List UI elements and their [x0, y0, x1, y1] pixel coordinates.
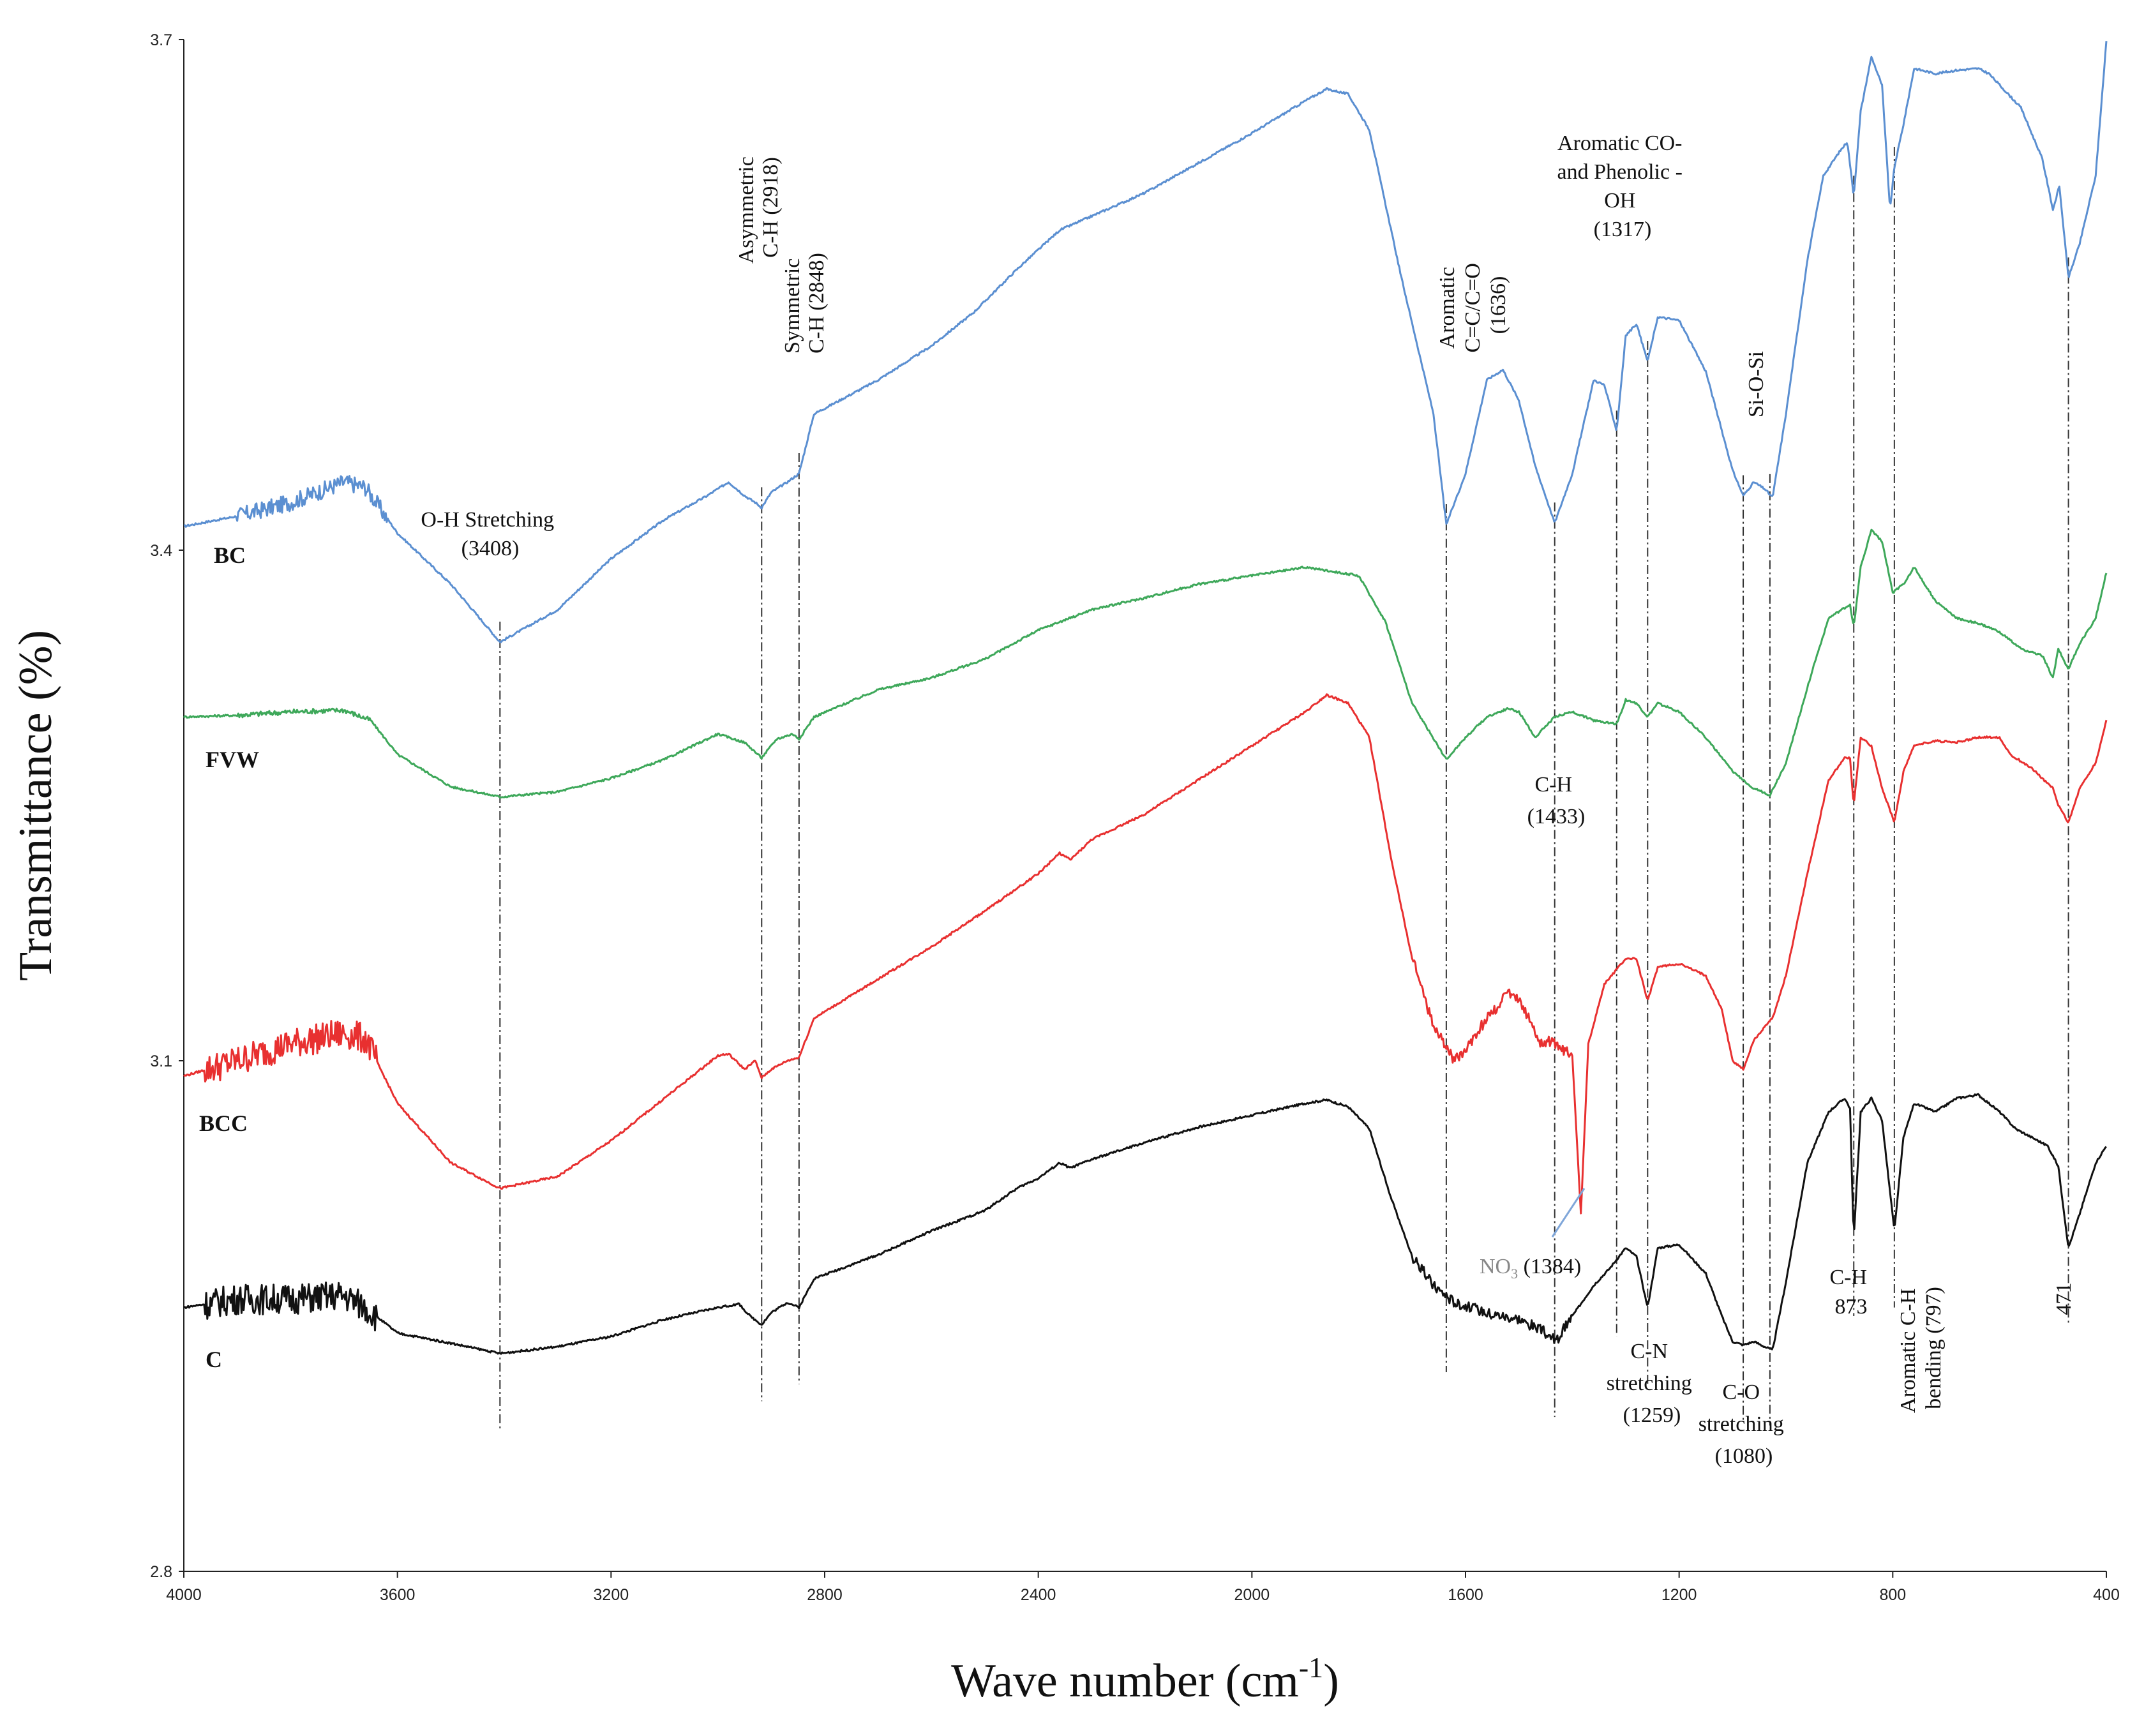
x-axis-title-sup: -1 [1299, 1651, 1323, 1684]
x-tick-label: 800 [1879, 1586, 1906, 1604]
y-tick-label: 3.7 [150, 31, 172, 49]
annotation-co-line3: (1080) [1715, 1444, 1773, 1468]
series-label-fvw: FVW [206, 747, 259, 772]
y-axis-title: Transmittance (%) [10, 630, 62, 981]
annotation-oh-line1: O-H Stretching [421, 508, 554, 532]
annotation-co-line1: C-O [1722, 1381, 1760, 1404]
annotation-sym-line2: C-H (2848) [805, 253, 829, 354]
x-tick-label: 2400 [1021, 1586, 1056, 1604]
annotation-aromatic-ch-bending: Aromatic C-H bending (797) [1896, 1283, 1946, 1413]
x-tick-label: 3200 [594, 1586, 629, 1604]
x-tick-label: 3600 [380, 1586, 416, 1604]
x-ticks: 4000 3600 3200 2800 2400 2000 1600 1200 800 400 [166, 1571, 2120, 1604]
annotation-asym-line1: Asymmetric [735, 156, 758, 264]
annotation-co-stretching: C-O stretching (1080) [1698, 1381, 1790, 1468]
x-tick-label: 2000 [1234, 1586, 1270, 1604]
annotation-ch1433-line2: (1433) [1527, 805, 1586, 828]
x-tick-label: 1600 [1448, 1586, 1483, 1604]
x-axis-title-end: ) [1323, 1655, 1339, 1707]
annotation-oh-stretching: O-H Stretching (3408) [421, 508, 559, 560]
annotation-cn-stretching: C-N stretching (1259) [1607, 1340, 1698, 1427]
y-tick-label: 3.1 [150, 1052, 172, 1070]
annotation-nox-pointer [1551, 1188, 1586, 1238]
annotation-lines [499, 147, 2069, 1430]
annotation-arom797-line2: bending (797) [1922, 1287, 1946, 1409]
annotation-nox: NO3 (1384) [1480, 1255, 1581, 1282]
annotation-nox-label: NO [1480, 1255, 1511, 1278]
series-label-bc: BC [214, 542, 246, 568]
y-tick-label: 3.4 [150, 542, 172, 560]
annotation-471: 471 [2052, 1283, 2076, 1315]
annotation-phenolic-line2: and Phenolic - [1557, 160, 1683, 184]
x-tick-label: 1200 [1661, 1586, 1697, 1604]
annotation-phenolic-line3: OH [1604, 189, 1635, 213]
annotation-asymmetric-ch: Asymmetric C-H (2918) [735, 151, 783, 264]
y-tick-label: 2.8 [150, 1563, 172, 1581]
series-line-fvw [183, 528, 2108, 798]
series-line-bc [183, 41, 2108, 643]
annotation-arom-line3: (1636) [1487, 276, 1510, 334]
annotation-arom-line2: C=C/C=O [1461, 263, 1485, 352]
annotation-phenolic: Aromatic CO- and Phenolic - OH (1317) [1557, 131, 1688, 241]
annotation-ch-873: C-H 873 [1829, 1266, 1872, 1319]
annotation-symmetric-ch: Symmetric C-H (2848) [781, 253, 829, 354]
annotation-ch873-line2: 873 [1835, 1295, 1868, 1319]
series-label-c: C [206, 1347, 222, 1372]
annotation-asym-line2: C-H (2918) [759, 157, 783, 258]
plot-area: 4000 3600 3200 2800 2400 2000 1600 1200 800 400 2… [150, 31, 2120, 1604]
series-label-bcc: BCC [199, 1111, 248, 1136]
x-tick-label: 4000 [166, 1586, 202, 1604]
annotation-cn-line2: stretching [1607, 1372, 1692, 1395]
series-line-bcc [183, 693, 2108, 1215]
annotation-arom797-line1: Aromatic C-H [1896, 1289, 1920, 1413]
series-lines [183, 41, 2108, 1355]
annotation-sym-line1: Symmetric [781, 258, 804, 354]
annotation-nox-value: (1384) [1518, 1255, 1581, 1278]
annotation-nox-sub: 3 [1511, 1266, 1518, 1282]
annotation-phenolic-line1: Aromatic CO- [1557, 131, 1682, 155]
x-tick-label: 2800 [807, 1586, 843, 1604]
series-line-c [183, 1093, 2107, 1355]
annotation-cn-line1: C-N [1630, 1340, 1668, 1363]
annotation-cn-line3: (1259) [1623, 1403, 1681, 1427]
annotation-phenolic-line4: (1317) [1594, 218, 1652, 241]
annotation-arom-line1: Aromatic [1436, 267, 1459, 348]
x-axis-title: Wave number (cm-1) [951, 1651, 1339, 1707]
annotation-ch1433-line1: C-H [1534, 773, 1572, 797]
annotation-ch-1433: C-H (1433) [1527, 773, 1586, 828]
annotation-co-line2: stretching [1698, 1412, 1784, 1436]
annotation-si-o-si: Si-O-Si [1744, 351, 1768, 417]
x-axis-title-main: Wave number (cm [951, 1655, 1299, 1707]
y-ticks: 2.8 3.1 3.4 3.7 [150, 31, 184, 1581]
annotation-aromatic-cc: Aromatic C=C/C=O (1636) [1436, 258, 1510, 353]
annotation-oh-line2: (3408) [461, 537, 520, 560]
annotation-ch873-line1: C-H [1829, 1266, 1867, 1289]
x-tick-label: 400 [2093, 1586, 2120, 1604]
